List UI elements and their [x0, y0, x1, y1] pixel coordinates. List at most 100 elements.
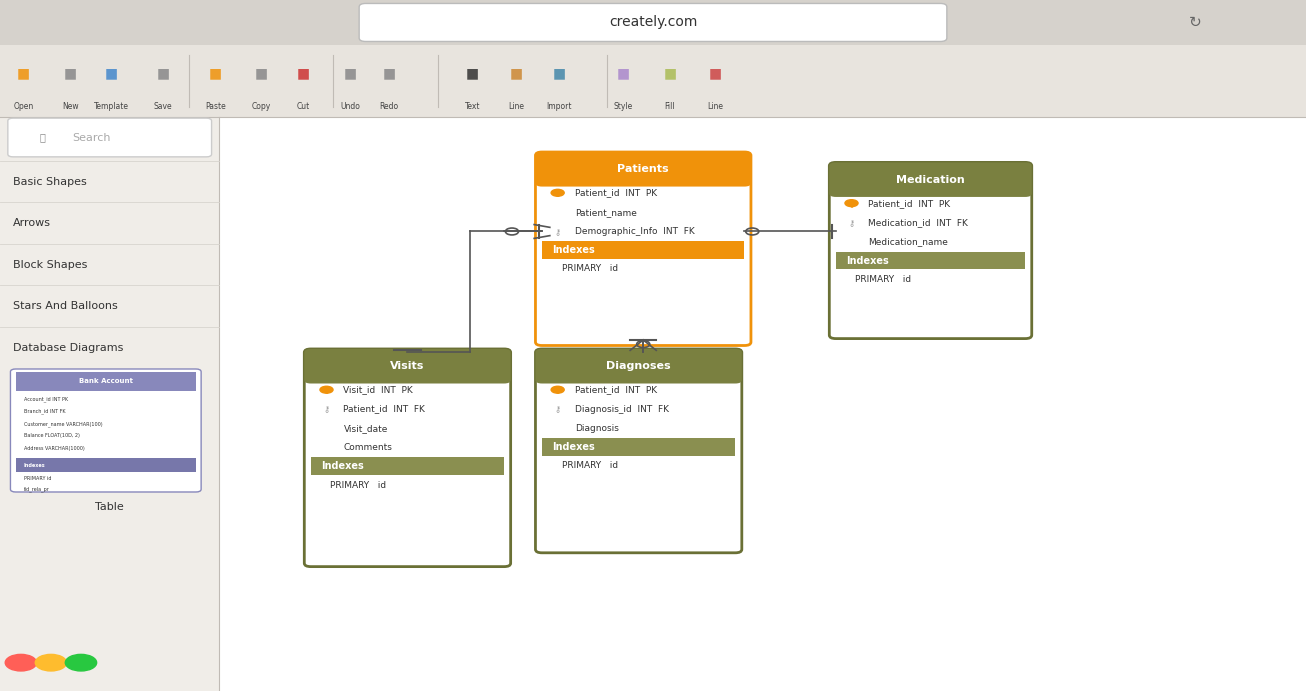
Text: Text: Text [465, 102, 481, 111]
Circle shape [845, 200, 858, 207]
Text: Indexes: Indexes [552, 245, 596, 255]
Text: ■: ■ [709, 66, 722, 80]
Text: ⚷: ⚷ [324, 385, 329, 395]
Text: Indexes: Indexes [846, 256, 889, 265]
Text: Redo: Redo [380, 102, 398, 111]
Text: ⚷: ⚷ [849, 198, 854, 208]
Text: Cut: Cut [296, 102, 310, 111]
FancyBboxPatch shape [535, 349, 742, 384]
Text: Demographic_Info  INT  FK: Demographic_Info INT FK [575, 227, 695, 236]
Text: Bank Account: Bank Account [78, 379, 133, 384]
Text: ■: ■ [343, 66, 357, 80]
Text: Diagnosis_id  INT  FK: Diagnosis_id INT FK [575, 404, 669, 414]
FancyBboxPatch shape [359, 3, 947, 41]
Text: Visit_id  INT  PK: Visit_id INT PK [343, 385, 413, 395]
FancyBboxPatch shape [219, 117, 1306, 691]
Text: ■: ■ [255, 66, 268, 80]
Text: Table: Table [95, 502, 124, 511]
Text: Database Diagrams: Database Diagrams [13, 343, 124, 352]
Text: Patient_id  INT  PK: Patient_id INT PK [575, 188, 657, 198]
Text: ■: ■ [509, 66, 522, 80]
Text: Indexes: Indexes [552, 442, 596, 452]
FancyBboxPatch shape [304, 349, 511, 384]
Circle shape [65, 654, 97, 671]
Text: Branch_id INT FK: Branch_id INT FK [24, 408, 65, 414]
Text: ■: ■ [17, 66, 30, 80]
Text: Line: Line [708, 102, 724, 111]
Text: Diagnosis: Diagnosis [575, 424, 619, 433]
Text: Customer_name VARCHAR(100): Customer_name VARCHAR(100) [24, 421, 102, 426]
Text: ⚷: ⚷ [555, 385, 560, 395]
Text: ■: ■ [209, 66, 222, 80]
Text: ■: ■ [296, 66, 310, 80]
Text: ⚷: ⚷ [555, 188, 560, 198]
Text: ⚷: ⚷ [555, 227, 560, 236]
FancyBboxPatch shape [535, 152, 751, 346]
Text: ■: ■ [663, 66, 677, 80]
Text: Patient_id  INT  PK: Patient_id INT PK [868, 198, 951, 208]
Circle shape [320, 386, 333, 393]
Text: Medication: Medication [896, 175, 965, 184]
Text: Copy: Copy [252, 102, 270, 111]
Text: PRIMARY   id: PRIMARY id [562, 461, 618, 471]
Circle shape [551, 386, 564, 393]
Text: ■: ■ [383, 66, 396, 80]
Text: Medication_name: Medication_name [868, 237, 948, 247]
Text: Patient_id  INT  FK: Patient_id INT FK [343, 404, 426, 414]
Text: Visits: Visits [390, 361, 424, 371]
Text: Address VARCHAR(1000): Address VARCHAR(1000) [24, 446, 85, 451]
Text: Block Shapes: Block Shapes [13, 260, 88, 269]
Text: Patient_id  INT  PK: Patient_id INT PK [575, 385, 657, 395]
Text: ■: ■ [157, 66, 170, 80]
FancyBboxPatch shape [16, 372, 196, 391]
Text: Patients: Patients [618, 164, 669, 174]
Text: Diagnoses: Diagnoses [606, 361, 671, 371]
Text: Indexes: Indexes [24, 462, 46, 468]
FancyBboxPatch shape [829, 162, 1032, 339]
Text: Open: Open [13, 102, 34, 111]
Text: Basic Shapes: Basic Shapes [13, 177, 86, 187]
Text: Fill: Fill [665, 102, 675, 111]
Text: Visit_date: Visit_date [343, 424, 388, 433]
FancyBboxPatch shape [0, 45, 1306, 117]
Text: ⚷: ⚷ [555, 404, 560, 414]
Text: Import: Import [546, 102, 572, 111]
Text: ⚷: ⚷ [324, 404, 329, 414]
Text: Patient_name: Patient_name [575, 207, 636, 217]
FancyBboxPatch shape [10, 369, 201, 492]
Text: PRIMARY   id: PRIMARY id [330, 480, 387, 490]
Text: ↻: ↻ [1188, 15, 1202, 30]
Text: Medication_id  INT  FK: Medication_id INT FK [868, 218, 968, 227]
Text: Indexes: Indexes [321, 462, 364, 471]
Text: PRIMARY   id: PRIMARY id [855, 274, 912, 284]
FancyBboxPatch shape [542, 241, 744, 259]
Text: Search: Search [72, 133, 110, 142]
Text: Template: Template [94, 102, 128, 111]
Text: Paste: Paste [205, 102, 226, 111]
Text: Style: Style [614, 102, 632, 111]
Text: ■: ■ [104, 66, 118, 80]
FancyBboxPatch shape [542, 438, 735, 456]
Text: New: New [63, 102, 78, 111]
FancyBboxPatch shape [0, 0, 1306, 45]
FancyBboxPatch shape [535, 152, 751, 187]
Text: ⚷: ⚷ [849, 218, 854, 227]
FancyBboxPatch shape [829, 162, 1032, 197]
FancyBboxPatch shape [535, 349, 742, 553]
Text: Line: Line [508, 102, 524, 111]
Text: 🔍: 🔍 [39, 133, 44, 142]
Text: PRIMARY id: PRIMARY id [24, 476, 51, 482]
Text: Arrows: Arrows [13, 218, 51, 228]
Text: Account_id INT PK: Account_id INT PK [24, 396, 68, 401]
Text: Save: Save [154, 102, 172, 111]
Text: ■: ■ [552, 66, 565, 80]
Text: fid_rela_pr: fid_rela_pr [24, 486, 50, 492]
Circle shape [551, 189, 564, 196]
Text: Undo: Undo [340, 102, 360, 111]
Text: Comments: Comments [343, 443, 392, 453]
FancyBboxPatch shape [8, 118, 212, 157]
Circle shape [5, 654, 37, 671]
Text: creately.com: creately.com [609, 15, 697, 30]
Text: ■: ■ [64, 66, 77, 80]
Text: ■: ■ [466, 66, 479, 80]
